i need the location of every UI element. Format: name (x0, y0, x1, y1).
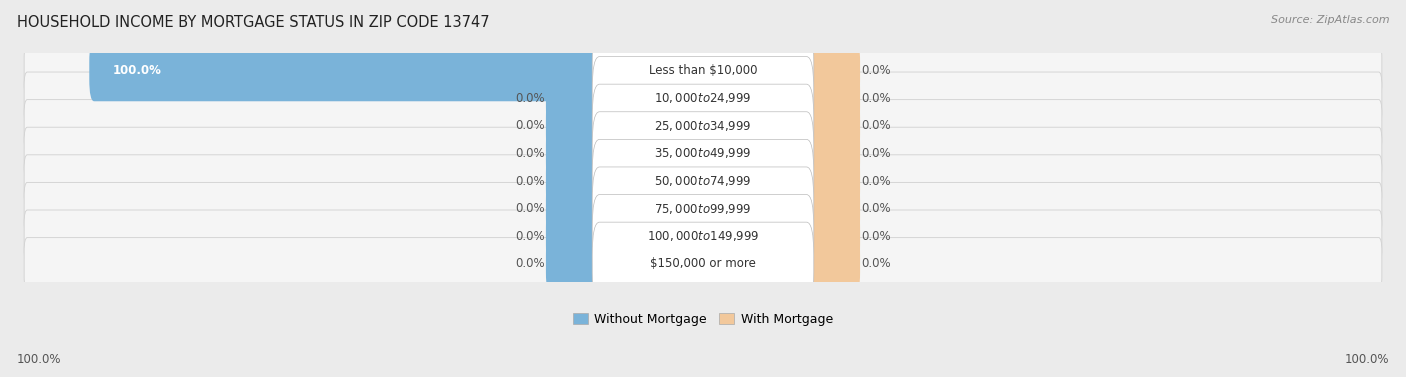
FancyBboxPatch shape (24, 44, 1382, 97)
FancyBboxPatch shape (592, 84, 814, 167)
FancyBboxPatch shape (801, 150, 860, 211)
Text: 0.0%: 0.0% (515, 92, 544, 105)
FancyBboxPatch shape (24, 210, 1382, 262)
Text: 0.0%: 0.0% (515, 175, 544, 187)
FancyBboxPatch shape (89, 40, 605, 101)
Text: Less than $10,000: Less than $10,000 (648, 64, 758, 77)
Text: 0.0%: 0.0% (515, 257, 544, 270)
FancyBboxPatch shape (592, 29, 814, 112)
FancyBboxPatch shape (546, 67, 605, 129)
Text: 100.0%: 100.0% (1344, 353, 1389, 366)
FancyBboxPatch shape (801, 67, 860, 129)
Text: $25,000 to $34,999: $25,000 to $34,999 (654, 119, 752, 133)
FancyBboxPatch shape (801, 40, 860, 101)
FancyBboxPatch shape (546, 95, 605, 156)
FancyBboxPatch shape (592, 167, 814, 250)
Text: Source: ZipAtlas.com: Source: ZipAtlas.com (1271, 15, 1389, 25)
Text: $150,000 or more: $150,000 or more (650, 257, 756, 270)
FancyBboxPatch shape (546, 233, 605, 294)
FancyBboxPatch shape (24, 72, 1382, 124)
Text: HOUSEHOLD INCOME BY MORTGAGE STATUS IN ZIP CODE 13747: HOUSEHOLD INCOME BY MORTGAGE STATUS IN Z… (17, 15, 489, 30)
FancyBboxPatch shape (24, 238, 1382, 290)
FancyBboxPatch shape (24, 182, 1382, 235)
FancyBboxPatch shape (592, 139, 814, 223)
Text: 0.0%: 0.0% (515, 147, 544, 160)
Text: 0.0%: 0.0% (515, 230, 544, 243)
FancyBboxPatch shape (801, 205, 860, 267)
FancyBboxPatch shape (801, 95, 860, 156)
FancyBboxPatch shape (546, 178, 605, 239)
Legend: Without Mortgage, With Mortgage: Without Mortgage, With Mortgage (574, 313, 832, 326)
FancyBboxPatch shape (592, 195, 814, 278)
Text: 0.0%: 0.0% (862, 230, 891, 243)
FancyBboxPatch shape (592, 112, 814, 195)
Text: 0.0%: 0.0% (515, 120, 544, 132)
Text: 0.0%: 0.0% (862, 257, 891, 270)
FancyBboxPatch shape (592, 57, 814, 140)
Text: $100,000 to $149,999: $100,000 to $149,999 (647, 229, 759, 243)
FancyBboxPatch shape (801, 178, 860, 239)
Text: 0.0%: 0.0% (862, 120, 891, 132)
Text: $10,000 to $24,999: $10,000 to $24,999 (654, 91, 752, 105)
FancyBboxPatch shape (24, 127, 1382, 180)
FancyBboxPatch shape (24, 155, 1382, 207)
FancyBboxPatch shape (801, 233, 860, 294)
FancyBboxPatch shape (546, 123, 605, 184)
Text: 100.0%: 100.0% (112, 64, 162, 77)
Text: $50,000 to $74,999: $50,000 to $74,999 (654, 174, 752, 188)
FancyBboxPatch shape (592, 222, 814, 305)
Text: 0.0%: 0.0% (862, 147, 891, 160)
FancyBboxPatch shape (801, 123, 860, 184)
Text: 0.0%: 0.0% (862, 64, 891, 77)
Text: 0.0%: 0.0% (862, 202, 891, 215)
Text: 0.0%: 0.0% (862, 175, 891, 187)
FancyBboxPatch shape (24, 100, 1382, 152)
FancyBboxPatch shape (546, 150, 605, 211)
Text: 100.0%: 100.0% (17, 353, 62, 366)
Text: $35,000 to $49,999: $35,000 to $49,999 (654, 146, 752, 161)
Text: 0.0%: 0.0% (862, 92, 891, 105)
Text: 0.0%: 0.0% (515, 202, 544, 215)
Text: $75,000 to $99,999: $75,000 to $99,999 (654, 202, 752, 216)
FancyBboxPatch shape (546, 205, 605, 267)
